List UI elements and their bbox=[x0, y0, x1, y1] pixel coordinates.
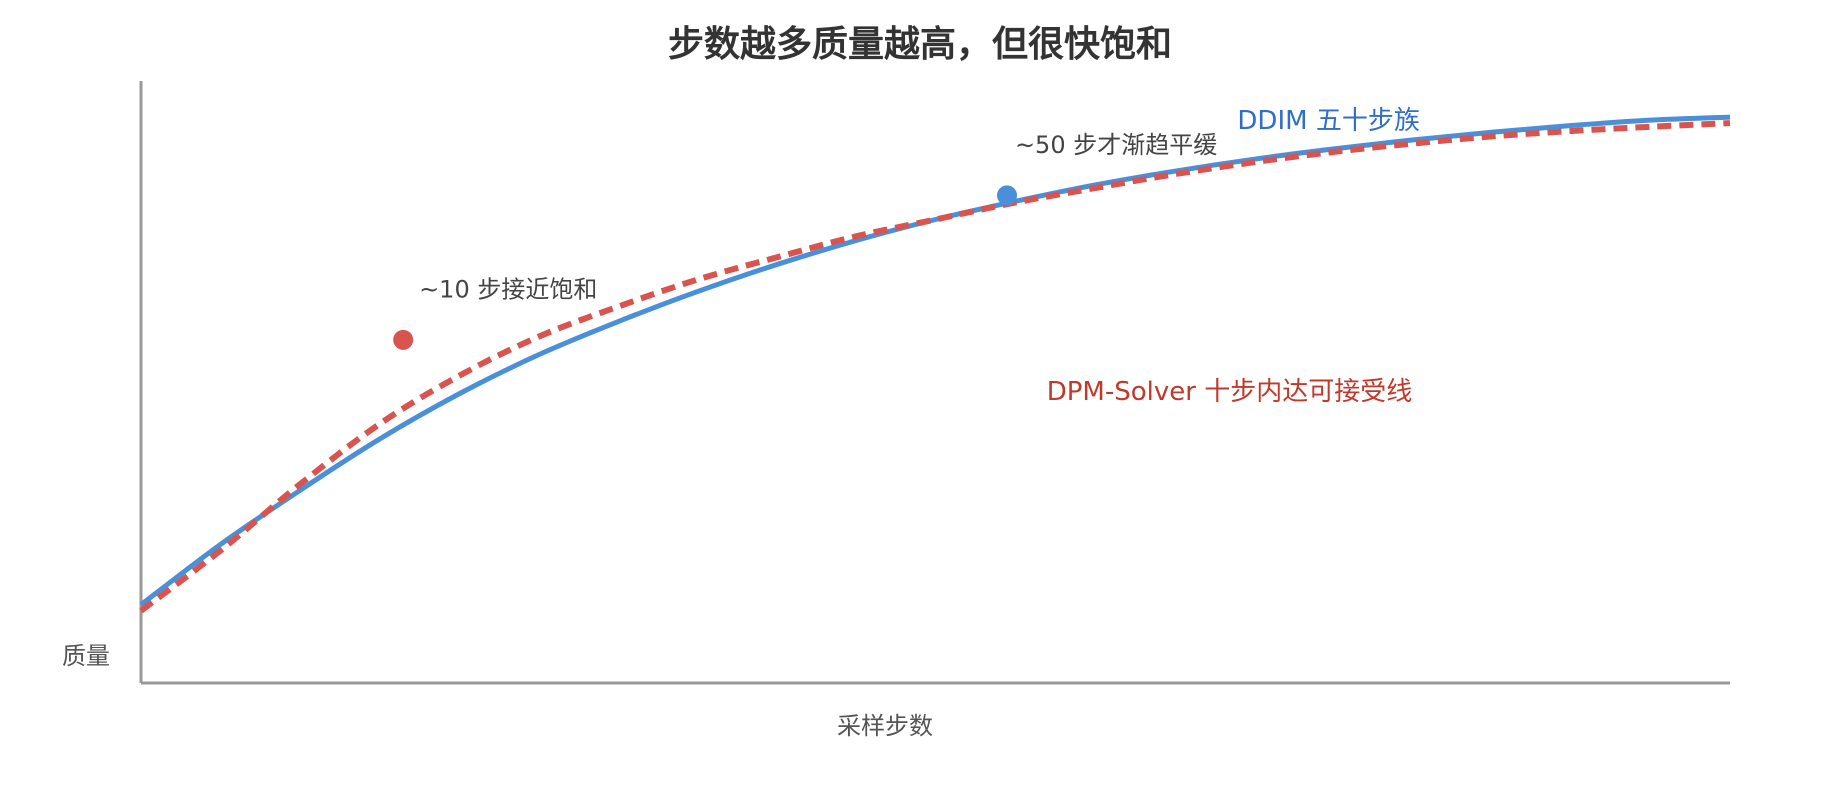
data-point-marker-2 bbox=[997, 185, 1018, 206]
y-axis-label: 质量 bbox=[62, 642, 110, 670]
data-point-marker-1 bbox=[393, 329, 414, 350]
series-label-ddim: DDIM 五十步族 bbox=[1237, 106, 1419, 136]
series-line-dpm-solver bbox=[139, 120, 1731, 614]
x-axis-label: 采样步数 bbox=[837, 712, 933, 740]
series-line-ddim bbox=[139, 114, 1731, 607]
annotation-2: ~50 步才渐趋平缓 bbox=[1015, 131, 1217, 159]
chart-title: 步数越多质量越高，但很快饱和 bbox=[668, 24, 1172, 65]
series-layer bbox=[139, 114, 1731, 614]
annotation-layer: ~10 步接近饱和 ~50 步才渐趋平缓 DDIM 五十步族 DPM-Solver 十… bbox=[419, 106, 1420, 407]
annotation-1: ~10 步接近饱和 bbox=[419, 276, 597, 304]
axes bbox=[139, 81, 1730, 685]
series-label-dpm-solver: DPM-Solver 十步内达可接受线 bbox=[1047, 377, 1413, 407]
marker-layer bbox=[393, 185, 1018, 350]
